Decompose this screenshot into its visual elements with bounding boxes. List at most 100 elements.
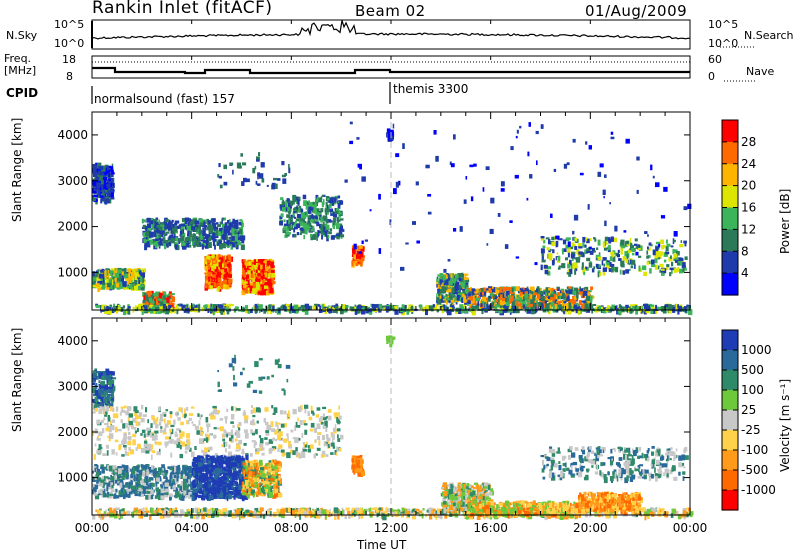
- power-pixel: [174, 222, 178, 226]
- power-pixel: [481, 299, 485, 304]
- power-pixel: [138, 304, 141, 307]
- power-pixel: [122, 281, 127, 287]
- power-pixel: [620, 246, 623, 251]
- power-pixel: [174, 228, 178, 232]
- power-pixel: [486, 288, 489, 291]
- power-pixel: [548, 287, 551, 291]
- velocity-pixel: [175, 465, 180, 472]
- power-pixel: [125, 309, 128, 314]
- power-pixel: [582, 236, 586, 243]
- power-pixel: [646, 250, 649, 255]
- power-pixel: [303, 215, 307, 219]
- power-pixel: [579, 172, 584, 176]
- power-pixel: [335, 223, 339, 230]
- power-pixel: [238, 309, 243, 312]
- power-pixel: [652, 249, 656, 256]
- power-pixel: [454, 274, 459, 279]
- power-pixel: [127, 308, 131, 315]
- power-pixel: [293, 304, 299, 310]
- power-pixel: [127, 283, 130, 287]
- power-pixel: [337, 195, 341, 199]
- power-pixel: [140, 276, 143, 283]
- power-pixel: [161, 229, 165, 233]
- power-pixel: [677, 260, 682, 263]
- power-pixel: [205, 278, 209, 284]
- power-pixel: [540, 295, 545, 302]
- velocity-pixel: [100, 466, 105, 469]
- power-pixel: [215, 274, 217, 277]
- power-pixel: [658, 243, 661, 248]
- power-pixel: [243, 281, 248, 284]
- velocity-pixel: [188, 473, 193, 477]
- power-pixel: [542, 245, 546, 248]
- power-pixel: [164, 226, 169, 229]
- power-pixel: [268, 282, 273, 288]
- power-pixel: [575, 257, 581, 263]
- power-pixel: [602, 270, 606, 276]
- power-pixel: [586, 257, 591, 262]
- power-pixel: [229, 162, 234, 166]
- power-pixel: [199, 242, 203, 246]
- power-pixel: [361, 240, 364, 245]
- power-pixel: [360, 259, 363, 263]
- power-pixel: [121, 274, 124, 281]
- power-pixel: [155, 227, 159, 234]
- power-pixel: [606, 260, 610, 264]
- power-pixel: [648, 247, 651, 251]
- velocity-pixel: [140, 464, 143, 468]
- power-pixel: [408, 306, 411, 309]
- power-pixel: [147, 223, 151, 228]
- power-pixel: [279, 215, 283, 220]
- power-pixel: [626, 240, 629, 245]
- nsearch-tick-top: 10^5: [708, 18, 739, 31]
- power-pixel: [194, 242, 198, 247]
- power-pixel: [95, 162, 98, 165]
- power-pixel: [239, 228, 242, 235]
- power-pixel: [357, 163, 362, 168]
- power-pixel: [157, 307, 160, 311]
- power-pixel: [320, 223, 323, 230]
- power-pixel: [614, 225, 618, 232]
- power-pixel: [438, 292, 440, 297]
- power-pixel: [476, 288, 479, 292]
- power-pixel: [210, 273, 214, 278]
- power-pixel: [468, 296, 473, 301]
- power-pixel: [575, 306, 578, 312]
- velocity-pixel: [108, 386, 111, 389]
- power-pixel: [208, 233, 211, 238]
- power-pixel: [242, 283, 247, 288]
- power-pixel: [98, 166, 103, 170]
- power-pixel: [641, 305, 644, 312]
- power-pixel: [385, 306, 390, 311]
- power-pixel: [611, 308, 614, 311]
- power-pixel: [113, 303, 116, 307]
- power-pixel: [243, 269, 246, 275]
- power-pixel: [335, 208, 339, 211]
- power-pixel: [100, 175, 104, 180]
- power-pixel: [542, 303, 547, 308]
- power-pixel: [260, 304, 263, 310]
- power-pixel: [127, 279, 130, 285]
- power-pixel: [492, 301, 494, 308]
- velocity-pixel: [111, 371, 115, 376]
- power-pixel: [293, 216, 297, 219]
- power-pixel: [536, 304, 539, 309]
- power-pixel: [125, 278, 128, 282]
- velocity-pixel: [93, 487, 95, 492]
- power-pixel: [656, 307, 661, 310]
- power-pixel: [261, 272, 263, 276]
- power-pixel: [412, 221, 416, 225]
- power-pixel: [153, 225, 157, 230]
- power-pixel: [581, 303, 585, 309]
- power-pixel: [218, 240, 222, 247]
- power-pixel: [150, 220, 153, 225]
- power-pixel: [158, 298, 162, 301]
- power-pixel: [436, 276, 439, 280]
- power-pixel: [593, 237, 596, 240]
- power-pixel: [448, 299, 451, 304]
- power-pixel: [571, 286, 574, 292]
- power-pixel: [317, 304, 321, 307]
- power-pixel: [360, 261, 363, 267]
- power-pixel: [393, 188, 397, 195]
- power-pixel: [211, 235, 216, 240]
